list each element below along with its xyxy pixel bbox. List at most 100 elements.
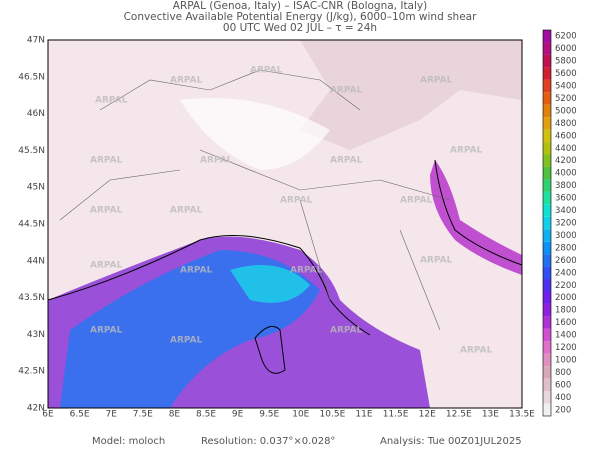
lon-label: 8E (169, 410, 181, 420)
lat-label: 43.5N (18, 293, 45, 303)
colorbar-label: 5600 (555, 69, 577, 79)
lat-label: 47N (27, 36, 45, 46)
lon-label: 13.5E (509, 410, 535, 420)
watermark: ARPAL (330, 86, 363, 96)
colorbar-swatch (543, 391, 551, 404)
colorbar-label: 2400 (555, 268, 577, 278)
header-line: ARPAL (Genoa, Italy) – ISAC-CNR (Bologna… (173, 0, 427, 12)
colorbar-swatch (543, 279, 551, 292)
colorbar-swatch (543, 154, 551, 167)
colorbar-swatch (543, 191, 551, 205)
plain-field (180, 98, 330, 170)
lon-label: 10.5E (320, 410, 346, 420)
colorbar-swatch (543, 67, 551, 80)
footer-model: Model: moloch (92, 436, 165, 447)
lon-label: 6E (42, 410, 54, 420)
footer-analysis: Analysis: Tue 00Z01JUL2025 (380, 436, 522, 447)
lon-label: 9E (232, 410, 244, 420)
colorbar-swatch (543, 204, 551, 217)
watermark: ARPAL (90, 261, 123, 271)
colorbar-label: 4600 (555, 131, 577, 141)
watermark: ARPAL (400, 196, 433, 206)
watermark: ARPAL (290, 266, 323, 276)
watermark: ARPAL (420, 76, 453, 86)
colorbar-label: 3600 (555, 194, 577, 204)
colorbar-label: 5200 (555, 94, 577, 104)
colorbar-label: 2000 (555, 293, 577, 303)
colorbar-label: 4000 (555, 169, 577, 179)
colorbar-swatch (543, 104, 551, 118)
colorbar-swatch (543, 92, 551, 105)
colorbar-swatch (543, 129, 551, 143)
watermark: ARPAL (90, 156, 123, 166)
colorbar-swatch (543, 229, 551, 242)
colorbar-label: 800 (555, 368, 571, 378)
watermark: ARPAL (280, 196, 313, 206)
colorbar-swatch (543, 353, 551, 367)
colorbar-label: 5000 (555, 106, 577, 116)
colorbar-label: 1600 (555, 318, 577, 328)
lat-label: 45.5N (18, 146, 45, 156)
watermark: ARPAL (90, 326, 123, 336)
colorbar-swatch (543, 117, 551, 130)
watermark: ARPAL (180, 266, 213, 276)
colorbar-label: 3800 (555, 181, 577, 191)
lat-label: 44.5N (18, 220, 45, 230)
lon-label: 8.5E (196, 410, 216, 420)
lon-label: 13E (482, 410, 499, 420)
lat-label: 45N (27, 183, 45, 193)
colorbar-swatch (543, 303, 551, 317)
colorbar-label: 3400 (555, 206, 577, 216)
lon-label: 9.5E (259, 410, 279, 420)
watermark: ARPAL (250, 66, 283, 76)
header-line: Convective Available Potential Energy (J… (124, 11, 478, 23)
colorbar-swatch (543, 403, 551, 416)
lat-label: 42.5N (18, 367, 45, 377)
watermark: ARPAL (420, 256, 453, 266)
lon-label: 12E (419, 410, 436, 420)
colorbar-label: 2200 (555, 281, 577, 291)
watermark: ARPAL (170, 76, 203, 86)
colorbar-swatch (543, 254, 551, 267)
colorbar-swatch (543, 79, 551, 93)
colorbar-swatch (543, 316, 551, 329)
colorbar-label: 5800 (555, 57, 577, 67)
lat-label: 43N (27, 330, 45, 340)
watermark: ARPAL (200, 156, 233, 166)
lon-label: 11E (355, 410, 372, 420)
colorbar-label: 600 (555, 380, 571, 390)
map-area (47, 40, 523, 408)
watermark: ARPAL (450, 146, 483, 156)
lat-label: 44N (27, 256, 45, 266)
colorbar-swatch (543, 216, 551, 230)
map-frame (47, 39, 523, 409)
lat-label: 46.5N (18, 72, 45, 82)
colorbar-swatch (543, 291, 551, 304)
colorbar-swatch (543, 142, 551, 155)
footer-resolution: Resolution: 0.037°×0.028° (201, 436, 335, 447)
watermark: ARPAL (170, 336, 203, 346)
colorbar-label: 1400 (555, 331, 577, 341)
lon-label: 11.5E (383, 410, 409, 420)
colorbar-swatch (543, 166, 551, 180)
lat-label: 46N (27, 109, 45, 119)
colorbar-frame (542, 29, 552, 417)
colorbar-swatch (543, 328, 551, 342)
colorbar-label: 1800 (555, 306, 577, 316)
colorbar-swatch (543, 241, 551, 255)
colorbar-label: 3200 (555, 219, 577, 229)
colorbar-swatch (543, 341, 551, 354)
colorbar-label: 400 (555, 393, 571, 403)
watermark: ARPAL (170, 206, 203, 216)
colorbar-swatch (543, 366, 551, 379)
watermark: ARPAL (95, 96, 128, 106)
colorbar-swatch (543, 30, 551, 43)
colorbar-label: 6000 (555, 44, 577, 54)
colorbar-label: 2800 (555, 243, 577, 253)
lon-label: 12.5E (446, 410, 472, 420)
colorbar-label: 4800 (555, 119, 577, 129)
colorbar-label: 1200 (555, 343, 577, 353)
colorbar-label: 2600 (555, 256, 577, 266)
